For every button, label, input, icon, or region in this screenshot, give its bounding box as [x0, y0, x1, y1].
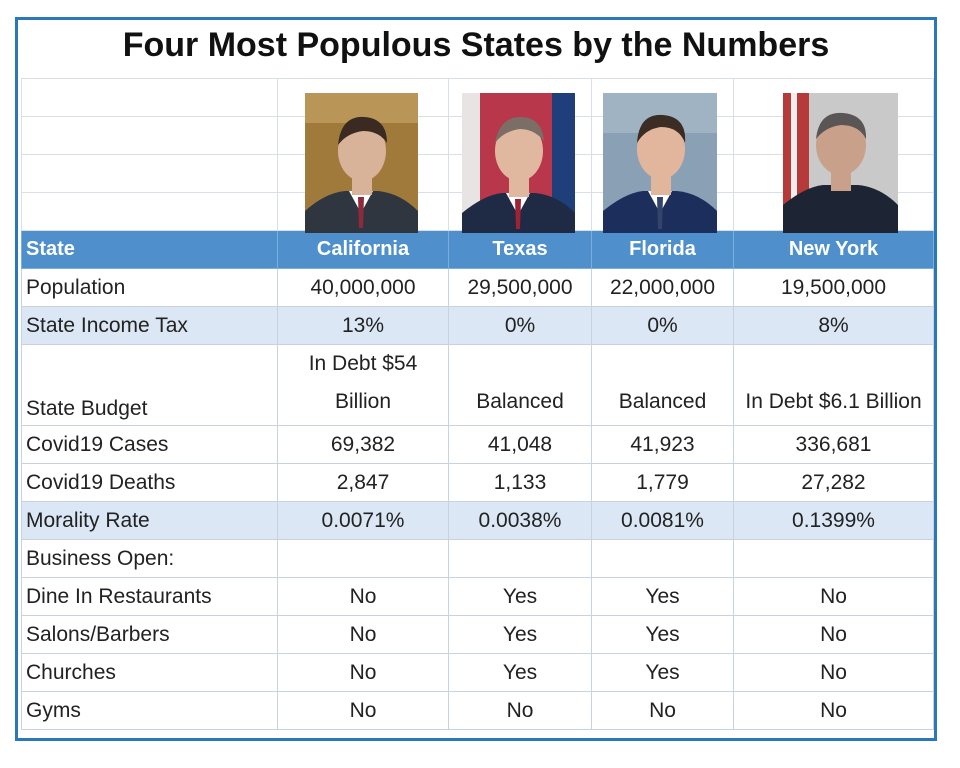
row-label: State Income Tax: [21, 306, 278, 345]
header-texas: Texas: [448, 230, 592, 269]
cell-new-york: 19,500,000: [733, 268, 934, 307]
cell-new-york: In Debt $6.1 Billion: [733, 344, 934, 426]
row-label: Population: [21, 268, 278, 307]
table-row: State Income Tax 13% 0% 0% 8%: [21, 306, 934, 345]
cell-florida: Yes: [591, 653, 734, 692]
cell-texas: Yes: [448, 615, 592, 654]
cell-texas: 0%: [448, 306, 592, 345]
cell-california: 13%: [277, 306, 449, 345]
cell-texas: [448, 539, 592, 578]
governor-photo-icon: [603, 93, 717, 233]
portrait-texas: [462, 93, 575, 233]
portrait-california: [305, 93, 418, 233]
row-label: Covid19 Deaths: [21, 463, 278, 502]
cell-california: 40,000,000: [277, 268, 449, 307]
cell-california: 2,847: [277, 463, 449, 502]
table-row: Churches No Yes Yes No: [21, 653, 934, 692]
cell-california: [277, 539, 449, 578]
table-row: Population 40,000,000 29,500,000 22,000,000…: [21, 268, 934, 307]
row-label: Dine In Restaurants: [21, 577, 278, 616]
cell-new-york: [733, 539, 934, 578]
cell-texas: Balanced: [448, 344, 592, 426]
cell-florida: Balanced: [591, 344, 734, 426]
cell-new-york: No: [733, 577, 934, 616]
cell-new-york: No: [733, 653, 934, 692]
governor-photo-icon: [305, 93, 418, 233]
row-label: Covid19 Cases: [21, 425, 278, 464]
governor-photo-icon: [462, 93, 575, 233]
table-row: Gyms No No No No: [21, 691, 934, 730]
cell-florida: 22,000,000: [591, 268, 734, 307]
cell-new-york: 0.1399%: [733, 501, 934, 540]
governor-photo-icon: [783, 93, 898, 233]
row-label: Gyms: [21, 691, 278, 730]
cell-california: No: [277, 653, 449, 692]
cell-california: No: [277, 577, 449, 616]
cell-new-york: 8%: [733, 306, 934, 345]
table-row: Morality Rate 0.0071% 0.0038% 0.0081% 0.1399…: [21, 501, 934, 540]
cell-florida: 41,923: [591, 425, 734, 464]
cell-text: In Debt $6.1 Billion: [745, 390, 922, 413]
cell-california: In Debt $54 Billion: [277, 344, 449, 426]
header-florida: Florida: [591, 230, 734, 269]
table-row: Covid19 Deaths 2,847 1,133 1,779 27,282: [21, 463, 934, 502]
row-label: Business Open:: [21, 539, 278, 578]
row-label: State Budget: [21, 344, 278, 426]
cell-texas: No: [448, 691, 592, 730]
cell-texas: 41,048: [448, 425, 592, 464]
cell-texas: Yes: [448, 653, 592, 692]
table-row: Covid19 Cases 69,382 41,048 41,923 336,681: [21, 425, 934, 464]
cell-texas: 1,133: [448, 463, 592, 502]
cell-texas: 29,500,000: [448, 268, 592, 307]
table-row: Business Open:: [21, 539, 934, 578]
cell-new-york: No: [733, 615, 934, 654]
row-label: Morality Rate: [21, 501, 278, 540]
cell-california: 0.0071%: [277, 501, 449, 540]
portrait-new-york: [783, 93, 898, 233]
cell-texas: 0.0038%: [448, 501, 592, 540]
table-row: Dine In Restaurants No Yes Yes No: [21, 577, 934, 616]
cell-new-york: 336,681: [733, 425, 934, 464]
cell-california: No: [277, 691, 449, 730]
cell-florida: 0.0081%: [591, 501, 734, 540]
row-label: Churches: [21, 653, 278, 692]
cell-texas: Yes: [448, 577, 592, 616]
spreadsheet-table-graphic: Four Most Populous States by the Numbers…: [15, 17, 937, 741]
cell-text: In Debt $54 Billion: [308, 352, 418, 413]
header-state-label: State: [21, 230, 278, 269]
cell-florida: Yes: [591, 577, 734, 616]
row-label: Salons/Barbers: [21, 615, 278, 654]
table-row: State Budget In Debt $54 Billion Balanced B…: [21, 344, 934, 426]
cell-florida: 1,779: [591, 463, 734, 502]
cell-new-york: No: [733, 691, 934, 730]
portrait-florida: [603, 93, 717, 233]
cell-new-york: 27,282: [733, 463, 934, 502]
cell-florida: Yes: [591, 615, 734, 654]
cell-florida: 0%: [591, 306, 734, 345]
header-new-york: New York: [733, 230, 934, 269]
table-header-row: State California Texas Florida New York: [21, 230, 934, 269]
comparison-table: State California Texas Florida New York …: [21, 78, 934, 730]
cell-california: 69,382: [277, 425, 449, 464]
header-california: California: [277, 230, 449, 269]
cell-florida: No: [591, 691, 734, 730]
cell-california: No: [277, 615, 449, 654]
cell-florida: [591, 539, 734, 578]
table-row: Salons/Barbers No Yes Yes No: [21, 615, 934, 654]
page-title: Four Most Populous States by the Numbers: [122, 26, 830, 64]
